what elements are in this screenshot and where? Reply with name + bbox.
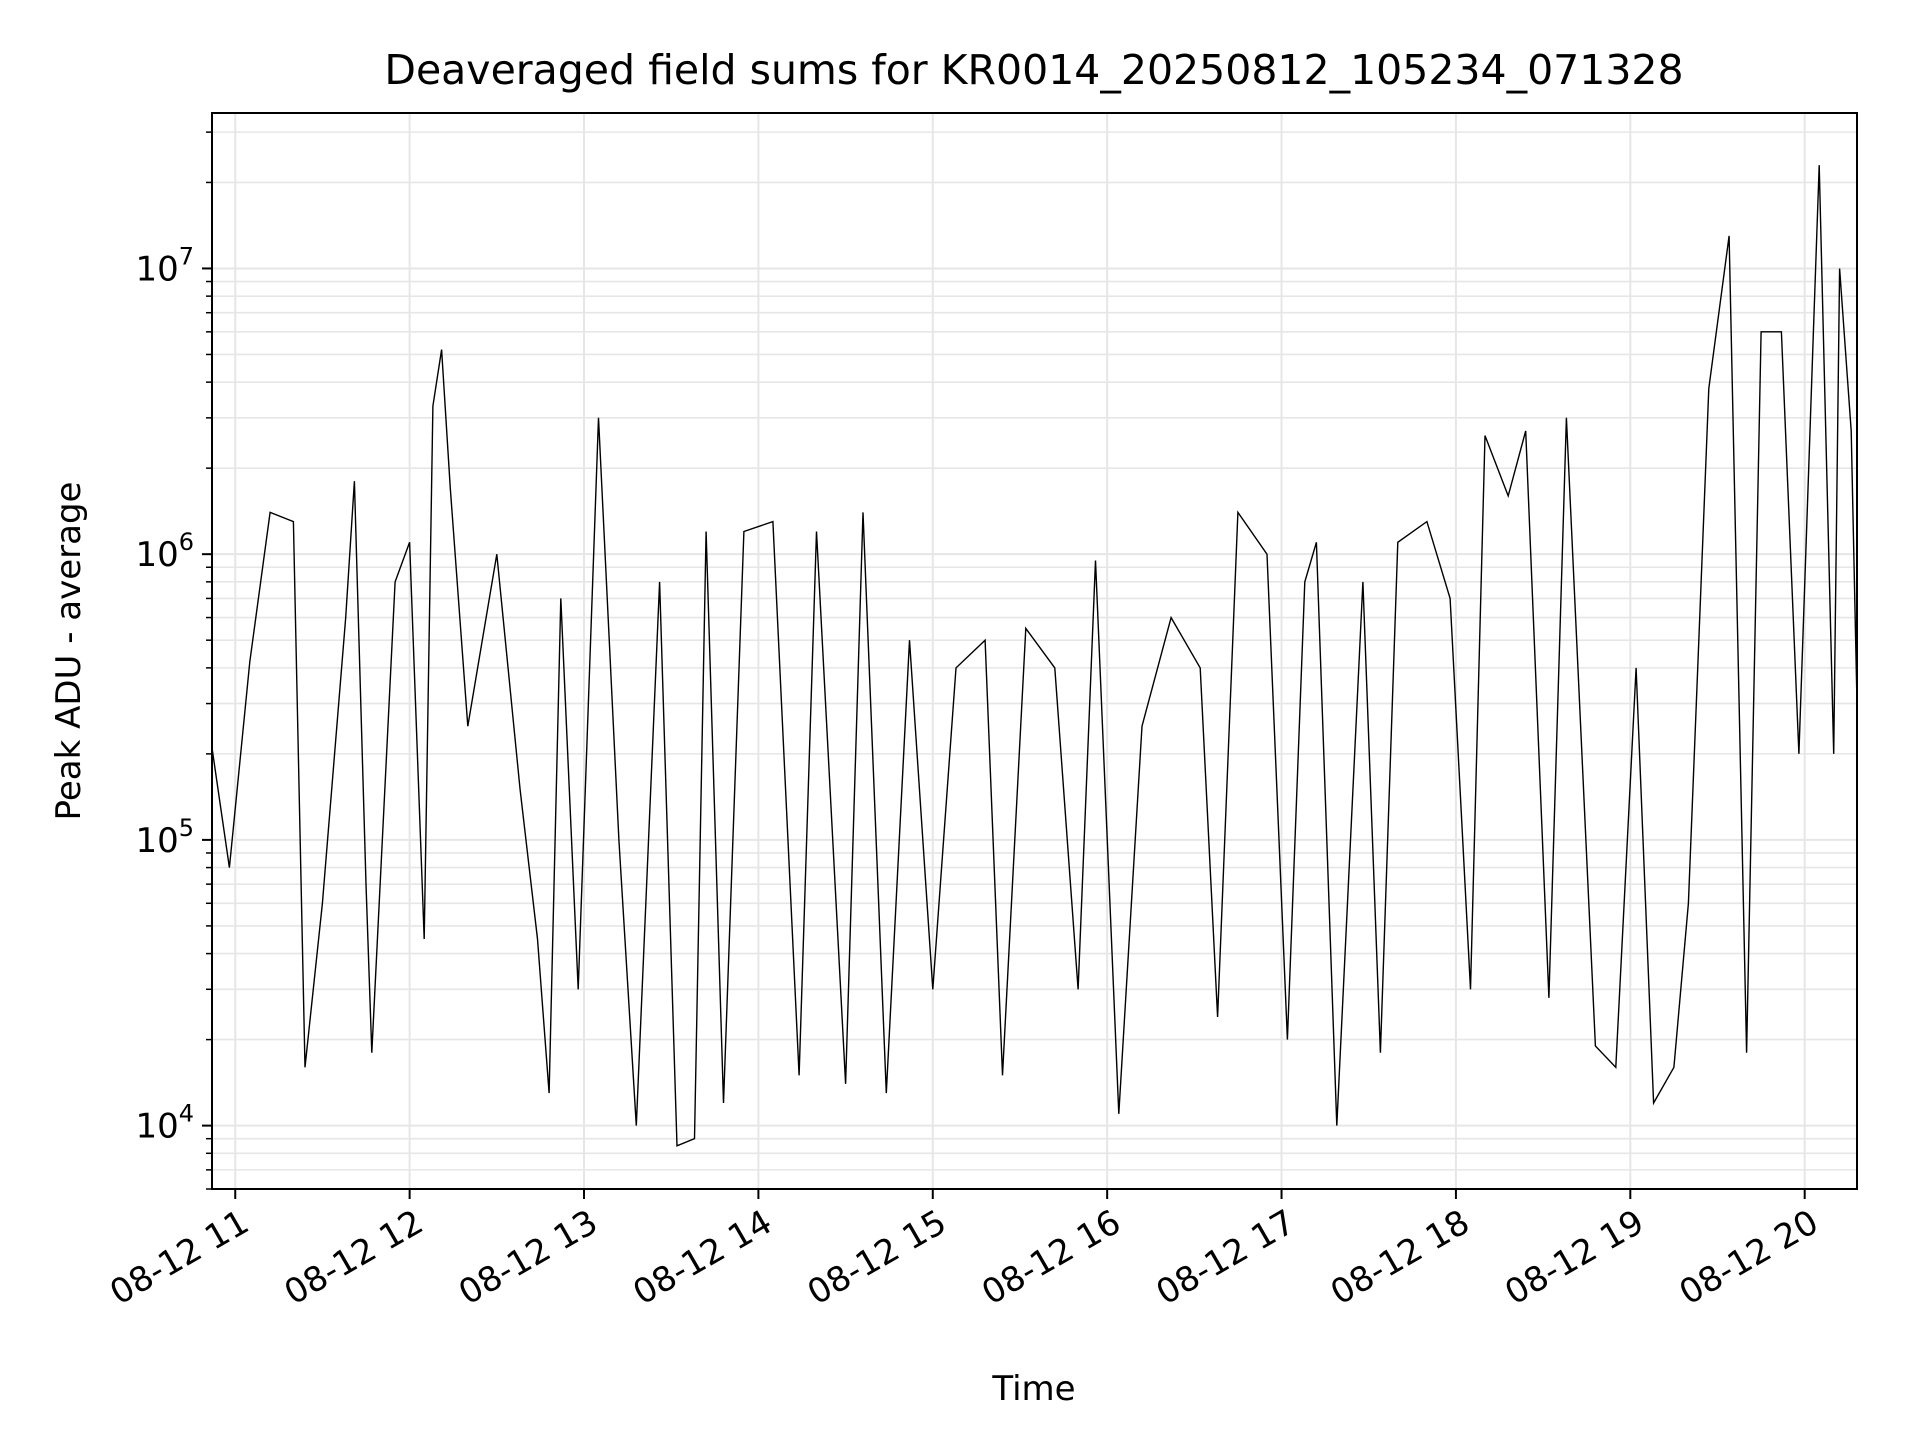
y-axis-title: Peak ADU - average	[49, 482, 89, 821]
y-tick-label: 104	[135, 1100, 194, 1147]
y-tick-label: 107	[135, 242, 194, 289]
plot-area	[211, 165, 1858, 1147]
y-tick-label: 106	[135, 528, 194, 575]
x-axis-title: Time	[991, 1369, 1075, 1409]
y-axis: 104 105 106 107	[135, 131, 212, 1190]
grid-lines	[212, 113, 1857, 1190]
series-line-0	[211, 165, 1858, 1147]
plot-frame	[211, 112, 1858, 1190]
chart-title: Deaveraged field sums for KR0014_2025081…	[384, 46, 1683, 94]
y-tick-label: 105	[135, 814, 194, 861]
